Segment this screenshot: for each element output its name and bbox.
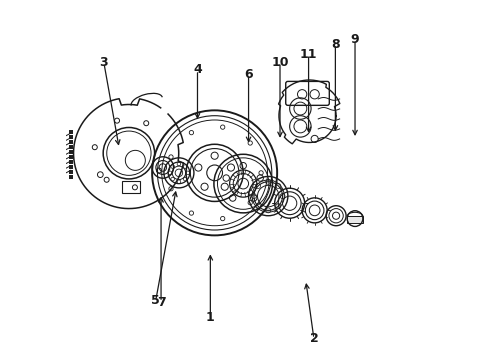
Text: 1: 1: [206, 311, 215, 324]
Text: 3: 3: [99, 56, 108, 69]
Text: 2: 2: [310, 333, 318, 346]
Text: 4: 4: [193, 63, 202, 76]
Text: 7: 7: [157, 296, 166, 309]
Text: 8: 8: [331, 38, 340, 51]
Bar: [122, 181, 140, 193]
Text: 11: 11: [300, 48, 318, 61]
Text: 5: 5: [151, 294, 160, 307]
Text: 6: 6: [244, 68, 253, 81]
Text: 9: 9: [351, 33, 359, 46]
Text: 10: 10: [271, 55, 289, 69]
Bar: [347, 216, 363, 222]
